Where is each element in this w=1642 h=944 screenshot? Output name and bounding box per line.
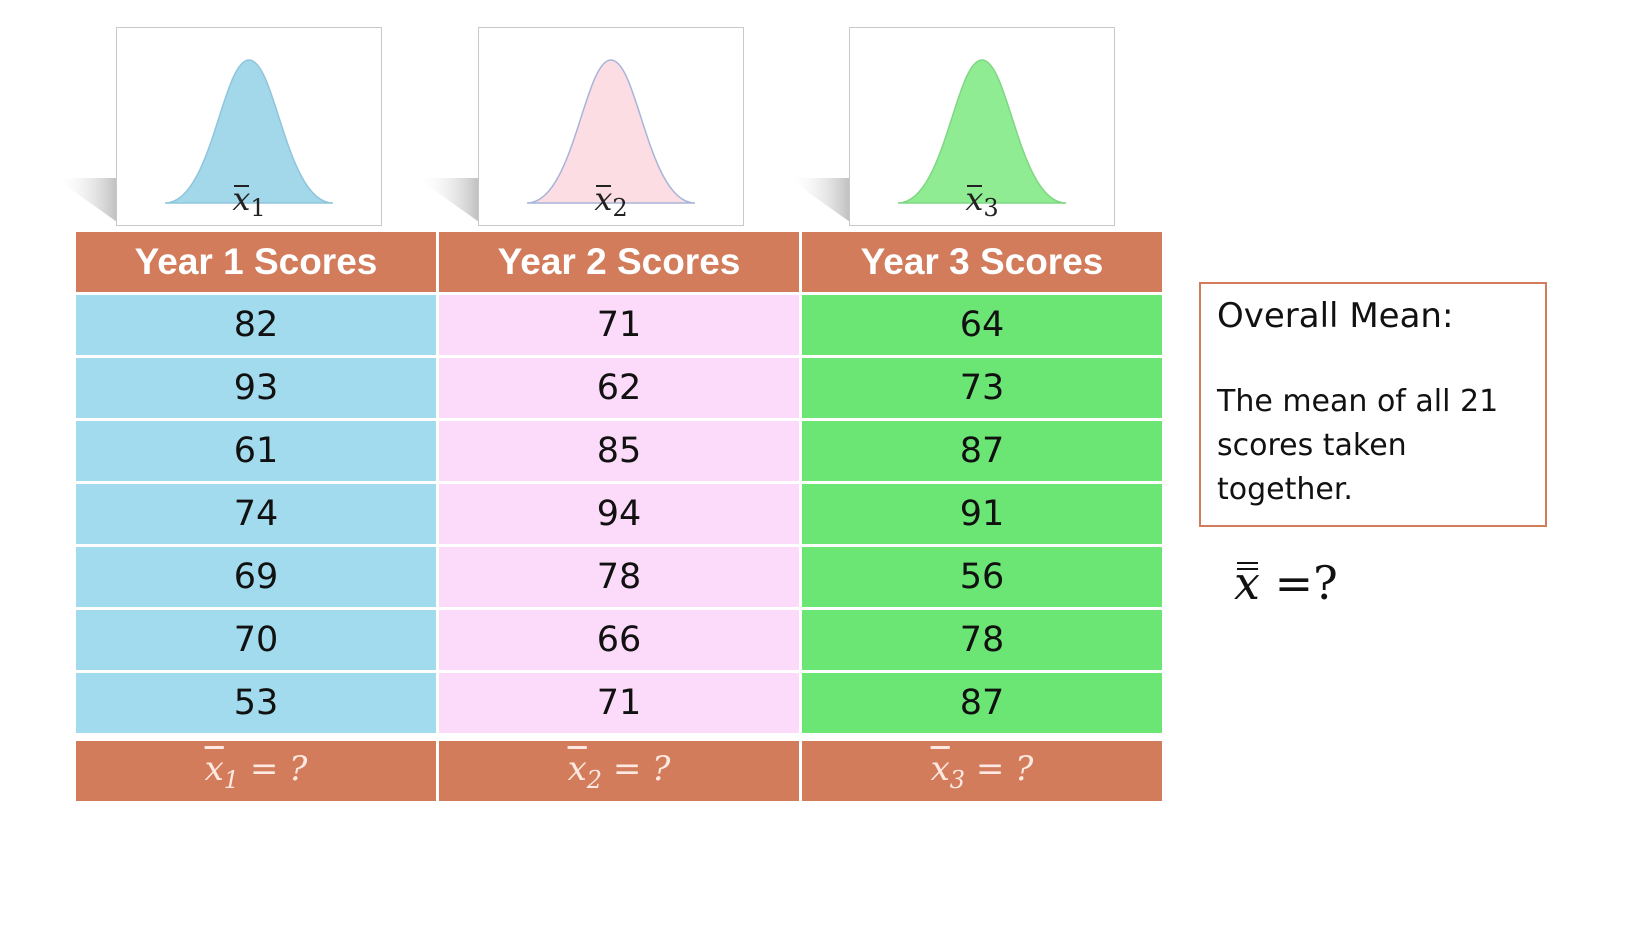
curve-mean-label: x1 bbox=[232, 180, 266, 222]
table-row: 69 78 56 bbox=[73, 544, 1165, 610]
grand-mean-formula: x =? bbox=[1234, 556, 1338, 610]
score-cell: 70 bbox=[73, 607, 439, 673]
score-cell: 71 bbox=[436, 292, 802, 358]
column-header-year1: Year 1 Scores bbox=[73, 229, 439, 295]
bell-curve-icon bbox=[164, 59, 334, 204]
score-cell: 87 bbox=[799, 670, 1165, 736]
overall-mean-box: Overall Mean: The mean of all 21 scores … bbox=[1199, 282, 1547, 527]
scores-table: Year 1 Scores Year 2 Scores Year 3 Score… bbox=[73, 229, 1165, 804]
table-row: 70 66 78 bbox=[73, 607, 1165, 673]
score-cell: 71 bbox=[436, 670, 802, 736]
score-cell: 61 bbox=[73, 418, 439, 484]
table-header-row: Year 1 Scores Year 2 Scores Year 3 Score… bbox=[73, 229, 1165, 295]
curve-shadow bbox=[788, 176, 858, 222]
score-cell: 62 bbox=[436, 355, 802, 421]
bell-curve-icon bbox=[526, 59, 696, 204]
score-cell: 73 bbox=[799, 355, 1165, 421]
curve-mean-label: x2 bbox=[594, 180, 628, 222]
score-cell: 56 bbox=[799, 544, 1165, 610]
score-cell: 64 bbox=[799, 292, 1165, 358]
score-cell: 94 bbox=[436, 481, 802, 547]
score-cell: 78 bbox=[436, 544, 802, 610]
curve-shadow bbox=[417, 176, 487, 222]
score-cell: 93 bbox=[73, 355, 439, 421]
column-header-year2: Year 2 Scores bbox=[436, 229, 802, 295]
curve-card-year2: x2 bbox=[478, 27, 744, 226]
mean-question-year1: x1 = ? bbox=[73, 738, 439, 804]
table-row: 61 85 87 bbox=[73, 418, 1165, 484]
overall-mean-title: Overall Mean: bbox=[1217, 296, 1454, 336]
table-row: 53 71 87 bbox=[73, 670, 1165, 736]
table-row: 93 62 73 bbox=[73, 355, 1165, 421]
table-row: 74 94 91 bbox=[73, 481, 1165, 547]
bell-curve-icon bbox=[897, 59, 1067, 204]
score-cell: 53 bbox=[73, 670, 439, 736]
score-cell: 69 bbox=[73, 544, 439, 610]
table-footer-row: x1 = ? x2 = ? x3 = ? bbox=[73, 738, 1165, 804]
table-row: 82 71 64 bbox=[73, 292, 1165, 358]
curve-card-year1: x1 bbox=[116, 27, 382, 226]
curve-shadow bbox=[55, 176, 125, 222]
curve-card-year3: x3 bbox=[849, 27, 1115, 226]
mean-question-year3: x3 = ? bbox=[799, 738, 1165, 804]
overall-mean-description: The mean of all 21 scores taken together… bbox=[1217, 384, 1499, 507]
score-cell: 66 bbox=[436, 607, 802, 673]
score-cell: 78 bbox=[799, 607, 1165, 673]
curve-mean-label: x3 bbox=[965, 180, 999, 222]
score-cell: 82 bbox=[73, 292, 439, 358]
mean-question-year2: x2 = ? bbox=[436, 738, 802, 804]
score-cell: 85 bbox=[436, 418, 802, 484]
score-cell: 74 bbox=[73, 481, 439, 547]
score-cell: 91 bbox=[799, 481, 1165, 547]
column-header-year3: Year 3 Scores bbox=[799, 229, 1165, 295]
score-cell: 87 bbox=[799, 418, 1165, 484]
